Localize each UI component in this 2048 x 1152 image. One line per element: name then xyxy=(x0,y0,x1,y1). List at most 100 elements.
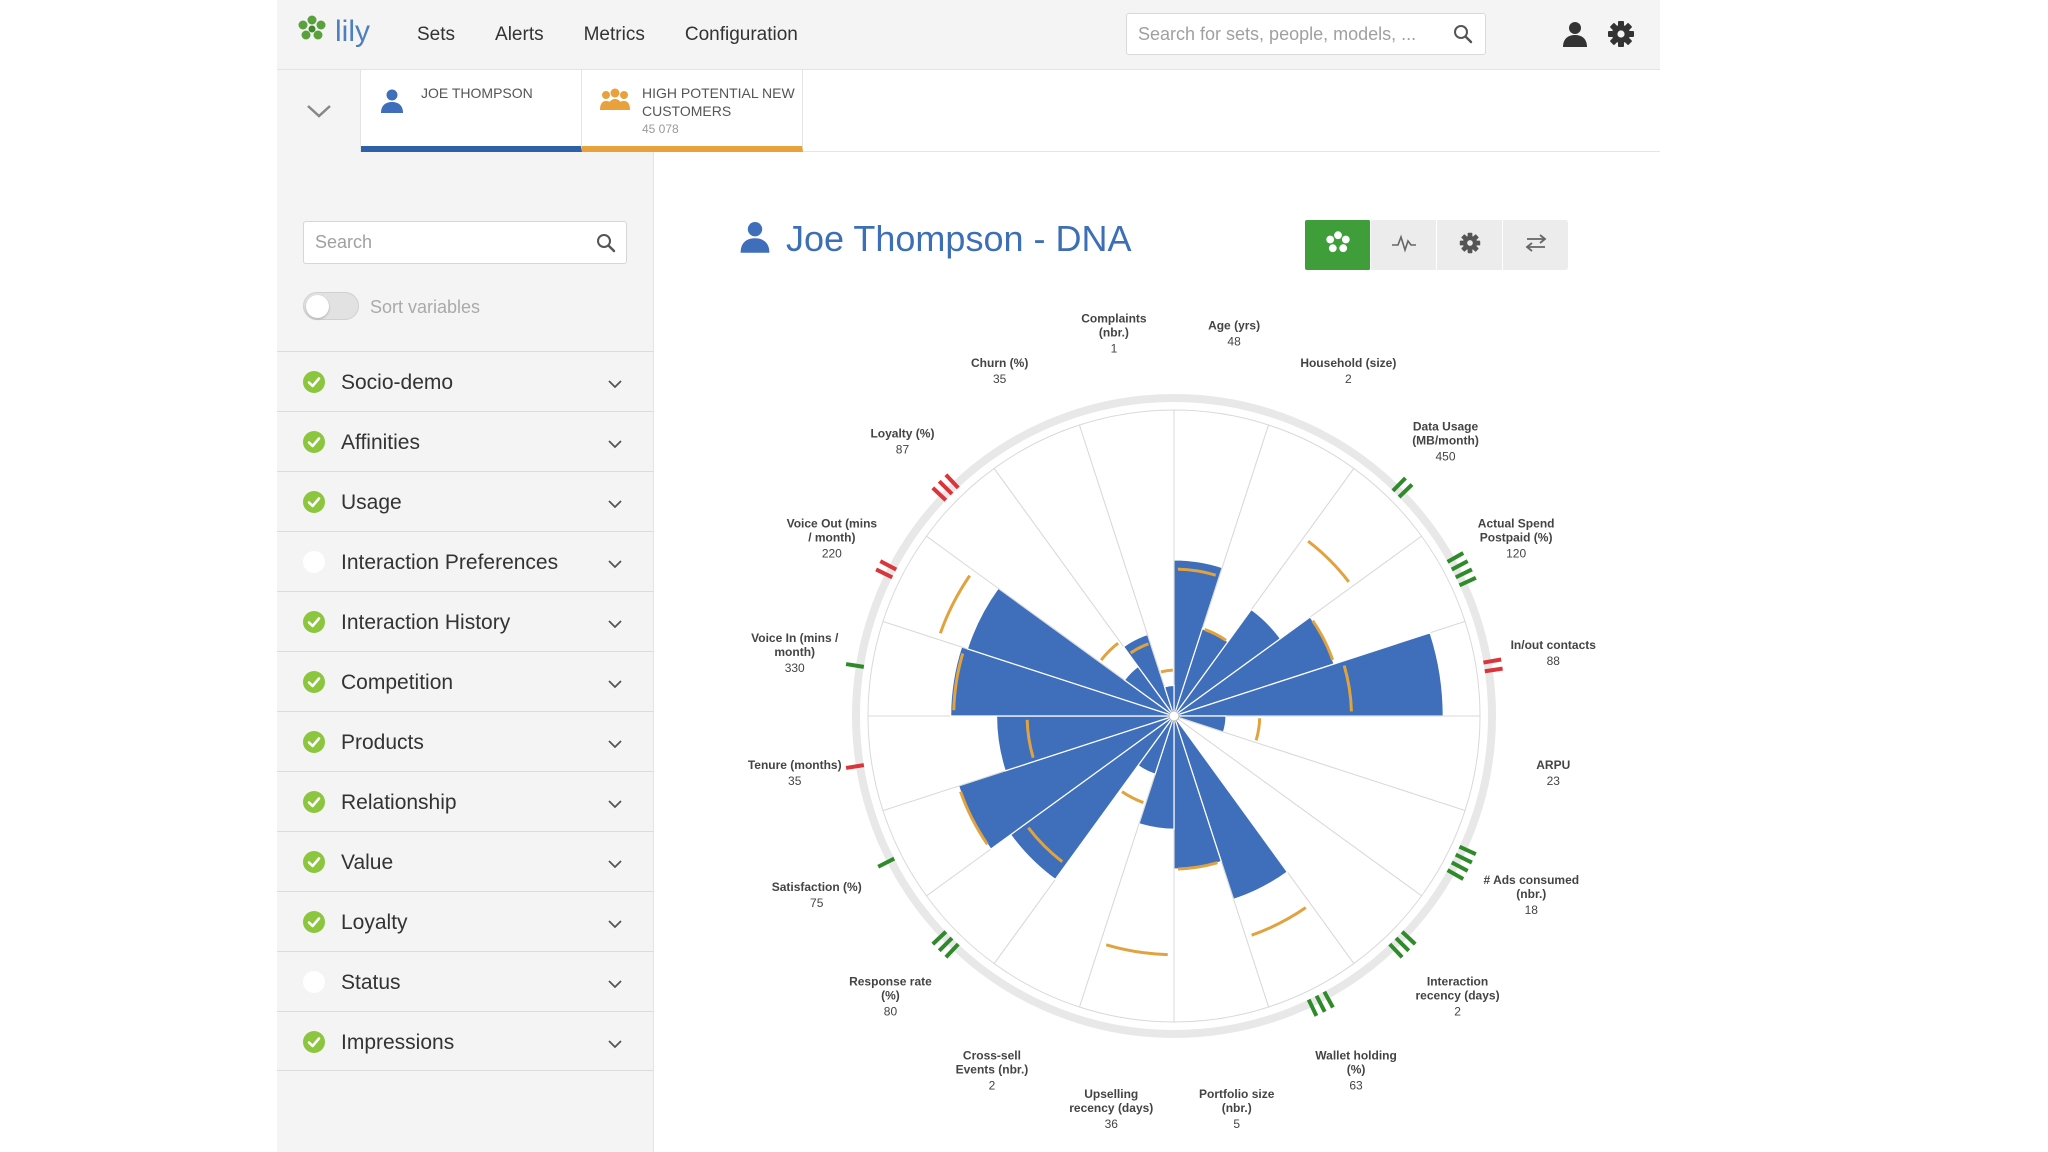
category-products[interactable]: Products xyxy=(277,711,653,771)
indicator-tick xyxy=(877,856,896,869)
indicator-tick xyxy=(1306,998,1319,1017)
indicator-tick xyxy=(1454,852,1473,865)
variable-label: (%) xyxy=(881,989,900,1003)
indicator-tick xyxy=(1391,476,1407,493)
tab-joe-thompson[interactable]: JOE THOMPSON xyxy=(361,70,582,152)
variable-label: Cross-sell xyxy=(963,1048,1021,1062)
check-circle-icon xyxy=(303,431,325,453)
global-search-input[interactable] xyxy=(1127,14,1427,54)
gear-icon[interactable] xyxy=(1607,20,1635,53)
category-label: Relationship xyxy=(341,791,457,814)
category-socio-demo[interactable]: Socio-demo xyxy=(277,351,653,411)
search-icon[interactable] xyxy=(1453,24,1473,49)
category-relationship[interactable]: Relationship xyxy=(277,771,653,831)
indicator-tick xyxy=(1397,483,1414,499)
benchmark-arc xyxy=(1177,861,1218,871)
check-circle-icon xyxy=(303,551,325,573)
benchmark-arc xyxy=(1311,619,1335,661)
variable-label: recency (days) xyxy=(1416,989,1500,1003)
search-icon[interactable] xyxy=(596,233,616,258)
variable-label: ARPU xyxy=(1536,758,1570,772)
variable-value: 23 xyxy=(1547,774,1561,788)
swap-button[interactable] xyxy=(1503,220,1569,270)
variable-label: Voice Out (mins xyxy=(787,517,878,531)
outer-ring xyxy=(852,394,1496,1038)
nav-configuration[interactable]: Configuration xyxy=(684,24,798,45)
variable-label: recency (days) xyxy=(1069,1101,1153,1115)
variable-label: # Ads consumed xyxy=(1484,873,1580,887)
variable-value: 18 xyxy=(1525,903,1539,917)
indicator-tick xyxy=(931,486,948,502)
benchmark-arc xyxy=(1254,718,1262,741)
category-label: Interaction History xyxy=(341,611,511,634)
variable-label: (MB/month) xyxy=(1412,433,1479,447)
user-icon[interactable] xyxy=(1561,20,1589,53)
indicator-tick xyxy=(879,559,898,572)
variable-label: Satisfaction (%) xyxy=(772,880,862,894)
category-impressions[interactable]: Impressions xyxy=(277,1011,653,1071)
indicator-tick xyxy=(931,930,948,946)
variable-label: Loyalty (%) xyxy=(870,426,934,440)
nav-sets[interactable]: Sets xyxy=(417,24,456,45)
collapse-button[interactable] xyxy=(277,70,361,152)
variable-value: 75 xyxy=(810,896,824,910)
group-icon xyxy=(600,88,630,119)
variable-label: Data Usage xyxy=(1413,419,1479,433)
check-circle-icon xyxy=(303,491,325,513)
benchmark-arc xyxy=(959,791,989,846)
sidebar-search xyxy=(303,221,627,264)
benchmark-arc xyxy=(1160,668,1173,674)
chevron-down-icon xyxy=(607,796,623,814)
nav-metrics[interactable]: Metrics xyxy=(583,24,645,45)
variables-sidebar: Sort variables Socio-demo Affinities Usa… xyxy=(277,152,654,1152)
category-affinities[interactable]: Affinities xyxy=(277,411,653,471)
category-usage[interactable]: Usage xyxy=(277,471,653,531)
category-status[interactable]: Status xyxy=(277,951,653,1011)
benchmark-arc xyxy=(1121,790,1144,804)
benchmark-arc xyxy=(952,653,965,711)
check-circle-icon xyxy=(303,791,325,813)
logo[interactable]: lily xyxy=(297,14,370,49)
tab-label: HIGH POTENTIAL NEW CUSTOMERS xyxy=(642,85,795,119)
benchmark-arc xyxy=(1307,540,1350,583)
swap-arrows-icon xyxy=(1524,232,1548,259)
category-label: Interaction Preferences xyxy=(341,551,559,574)
indicator-tick xyxy=(845,763,865,770)
main-nav: Sets Alerts Metrics Configuration xyxy=(417,0,838,70)
variable-label: (nbr.) xyxy=(1099,326,1129,340)
sort-variables-label: Sort variables xyxy=(370,297,481,317)
check-circle-icon xyxy=(303,371,325,393)
category-value[interactable]: Value xyxy=(277,831,653,891)
variable-value: 80 xyxy=(884,1005,898,1019)
variable-value: 63 xyxy=(1349,1078,1363,1092)
variable-value: 1 xyxy=(1111,342,1118,356)
sort-variables-toggle[interactable] xyxy=(303,292,359,320)
tab-high-potential-new-customers[interactable]: HIGH POTENTIAL NEW CUSTOMERS 45 078 xyxy=(582,70,803,152)
variable-label: / month) xyxy=(808,531,855,545)
benchmark-arc xyxy=(1251,906,1307,937)
chevron-down-icon xyxy=(607,376,623,394)
nav-alerts[interactable]: Alerts xyxy=(495,24,544,45)
dna-view-button[interactable] xyxy=(1305,220,1371,270)
settings-button[interactable] xyxy=(1437,220,1503,270)
variable-label: Churn (%) xyxy=(971,356,1028,370)
benchmark-arc xyxy=(1204,628,1227,642)
pulse-view-button[interactable] xyxy=(1371,220,1437,270)
variable-value: 35 xyxy=(993,372,1007,386)
variable-label: (%) xyxy=(1347,1062,1366,1076)
indicator-tick xyxy=(1483,657,1502,665)
category-loyalty[interactable]: Loyalty xyxy=(277,891,653,951)
indicator-tick xyxy=(1446,868,1465,881)
variable-value: 330 xyxy=(785,661,805,675)
category-competition[interactable]: Competition xyxy=(277,651,653,711)
chevron-down-icon xyxy=(607,556,623,574)
indicator-tick xyxy=(1400,930,1417,946)
variable-label: Postpaid (%) xyxy=(1480,531,1553,545)
category-interaction-preferences[interactable]: Interaction Preferences xyxy=(277,531,653,591)
chevron-down-icon xyxy=(607,976,623,994)
gear-icon xyxy=(1459,232,1481,259)
indicator-tick xyxy=(875,567,894,580)
variable-value: 48 xyxy=(1227,335,1241,349)
category-interaction-history[interactable]: Interaction History xyxy=(277,591,653,651)
sidebar-search-input[interactable] xyxy=(304,222,574,263)
